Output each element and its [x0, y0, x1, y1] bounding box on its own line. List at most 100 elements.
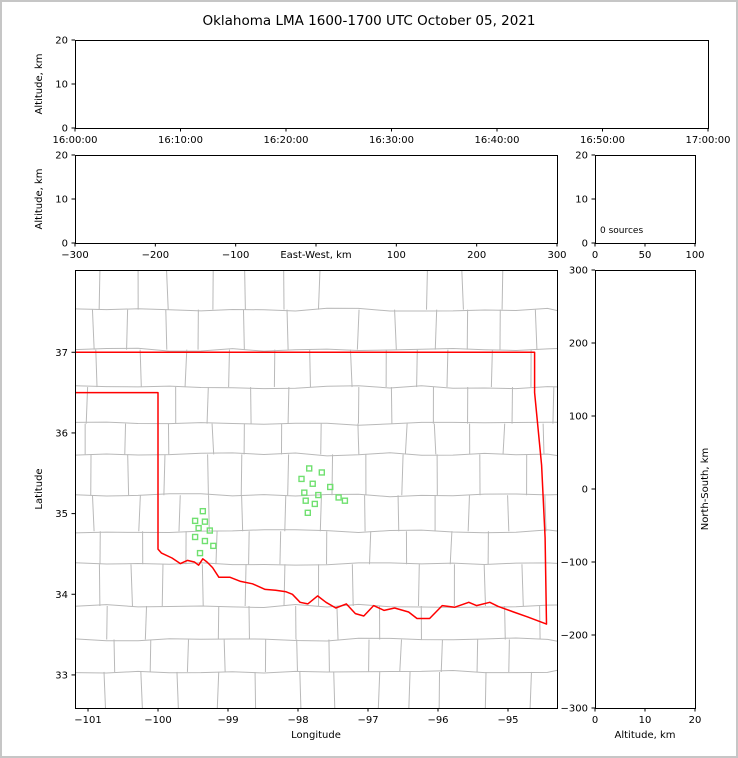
lma-station-marker: [315, 491, 322, 499]
y-tick-label: −100: [561, 558, 588, 569]
lma-station-marker: [196, 549, 204, 557]
x-tick-label: 10: [639, 715, 652, 726]
xlabel: East-West, km: [280, 250, 351, 261]
lma-station-marker: [301, 489, 308, 496]
x-tick-label: −99: [217, 715, 238, 726]
y-tick-label: −300: [561, 704, 588, 715]
x-ticks: 16:00:00 16:10:00 16:20:00 16:30:00 16:40:00…: [53, 128, 731, 146]
y-tick-label: 10: [55, 195, 68, 206]
x-ticks: −101 −100 −99 −98 −97 −96 −95: [74, 708, 519, 726]
y-tick-label: 100: [569, 412, 588, 423]
time-height-frame: [75, 40, 709, 129]
x-tick-label: 0: [592, 250, 598, 261]
panel-source-histogram: 0 50 100 0 10 20 0 sources: [575, 151, 704, 262]
plot-title: Oklahoma LMA 1600-1700 UTC October 05, 2…: [202, 13, 536, 29]
x-tick-label: 16:30:00: [369, 135, 414, 146]
y-ticks: 0 10 20: [575, 151, 595, 250]
lma-station-marker: [195, 524, 202, 532]
x-tick-label: −100: [144, 715, 171, 726]
y-tick-label: 36: [55, 428, 68, 439]
y-tick-label: 20: [55, 151, 68, 162]
y-tick-label: −200: [561, 631, 588, 642]
x-tick-label: 16:50:00: [580, 135, 625, 146]
y-tick-label: 200: [569, 339, 588, 350]
lma-station-marker: [309, 480, 316, 487]
lma-station-marker: [302, 497, 309, 504]
lma-station-marker: [210, 542, 217, 550]
x-tick-label: −100: [222, 250, 249, 261]
x-tick-label: −98: [287, 715, 308, 726]
ylabel: Latitude: [34, 468, 45, 509]
lma-station-marker: [306, 465, 313, 472]
x-ticks: 0 10 20: [592, 708, 702, 726]
lma-station-marker: [311, 500, 319, 508]
y-tick-label: 300: [569, 266, 588, 277]
lma-station-marker: [191, 517, 199, 525]
y-tick-label: 0: [62, 239, 68, 250]
station-markers: [191, 465, 349, 557]
y-tick-label: 37: [55, 348, 68, 359]
ns-height-frame: [595, 270, 696, 709]
x-ticks: −300 −200 −100 100 200 300: [61, 243, 567, 261]
source-count-annotation: 0 sources: [600, 226, 643, 236]
x-tick-label: 300: [547, 250, 566, 261]
panel-plan-view: −101 −100 −99 −98 −97 −96 −95 Longitude 33 34 35 36…: [34, 270, 558, 741]
x-tick-label: 16:10:00: [158, 135, 203, 146]
panel-time-height: 16:00:00 16:10:00 16:20:00 16:30:00 16:40:00…: [34, 36, 730, 147]
x-tick-label: 50: [639, 250, 652, 261]
y-tick-label: 35: [55, 509, 68, 520]
y-tick-label: 10: [575, 195, 588, 206]
ylabel: North-South, km: [700, 448, 711, 531]
panel-ew-height: −300 −200 −100 100 200 300 East-West, km 0 10 20 A…: [34, 151, 567, 262]
y-ticks: 0 10 20: [55, 151, 75, 250]
plan-view-frame: [75, 270, 558, 709]
y-tick-label: 10: [55, 80, 68, 91]
lma-station-marker: [206, 527, 214, 534]
y-tick-label: 34: [55, 590, 68, 601]
x-tick-label: 17:00:00: [686, 135, 731, 146]
x-ticks: 0 50 100: [592, 243, 705, 261]
lma-station-marker: [318, 469, 326, 476]
oklahoma-state-border: [75, 351, 548, 625]
x-tick-label: 16:20:00: [264, 135, 309, 146]
x-tick-label: −96: [427, 715, 448, 726]
source-histogram-frame: [595, 155, 696, 244]
y-tick-label: 33: [55, 670, 68, 681]
lma-station-marker: [298, 475, 305, 483]
lma-station-marker: [304, 509, 312, 516]
x-tick-label: 100: [685, 250, 704, 261]
x-tick-label: −300: [61, 250, 88, 261]
lma-station-marker: [191, 533, 199, 541]
ew-height-frame: [75, 155, 558, 244]
x-tick-label: 16:00:00: [53, 135, 98, 146]
y-tick-label: 20: [55, 36, 68, 47]
lma-station-marker: [201, 537, 209, 545]
y-ticks: 300 200 100 0 −100 −200 −300: [561, 266, 595, 715]
ylabel: Altitude, km: [34, 169, 45, 230]
county-lines: [75, 270, 557, 708]
x-tick-label: 0: [592, 715, 598, 726]
lma-station-marker: [199, 507, 207, 515]
panel-ns-height: 0 10 20 Altitude, km 300 200 100 0 −100 −200 −300 N…: [561, 266, 711, 742]
lma-station-marker: [335, 494, 342, 501]
x-tick-label: −101: [74, 715, 101, 726]
y-tick-label: 20: [575, 151, 588, 162]
x-tick-label: 200: [467, 250, 486, 261]
xlabel: Longitude: [291, 730, 341, 741]
y-tick-label: 0: [582, 239, 588, 250]
lma-station-marker: [201, 518, 209, 525]
lma-station-marker: [341, 497, 349, 504]
ylabel: Altitude, km: [34, 54, 45, 115]
xlabel: Altitude, km: [615, 730, 676, 741]
y-tick-label: 0: [62, 124, 68, 135]
x-tick-label: 16:40:00: [475, 135, 520, 146]
x-tick-label: −95: [497, 715, 518, 726]
lma-station-marker: [327, 483, 334, 491]
x-tick-label: −97: [357, 715, 378, 726]
x-tick-label: 100: [387, 250, 406, 261]
x-tick-label: −200: [142, 250, 169, 261]
x-tick-label: 20: [689, 715, 702, 726]
y-ticks: 0 10 20: [55, 36, 75, 135]
y-tick-label: 0: [582, 485, 588, 496]
